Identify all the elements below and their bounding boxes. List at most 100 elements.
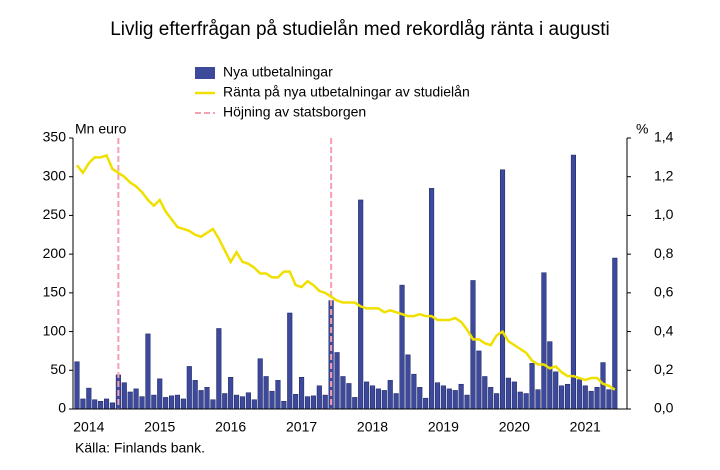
bar [364, 381, 370, 410]
bar [263, 376, 269, 410]
bar [293, 394, 299, 410]
bar [239, 396, 246, 410]
bar [429, 188, 435, 410]
bar [594, 387, 600, 410]
bar [375, 388, 381, 410]
bar [304, 396, 311, 410]
bar [440, 385, 446, 410]
bar [369, 385, 376, 410]
bar [505, 377, 511, 410]
bar [322, 394, 328, 410]
bar [316, 385, 322, 410]
y2-tick-label: 1,2 [654, 167, 674, 183]
bar [127, 391, 133, 410]
source: Källa: Finlands bank. [75, 440, 205, 456]
bar [529, 363, 535, 410]
bar [192, 380, 198, 410]
y2-tick-label: 0,0 [654, 400, 674, 416]
bar [169, 395, 175, 410]
bar [210, 399, 216, 410]
bar [281, 401, 287, 410]
bar [257, 358, 263, 410]
y2-tick-label: 0,6 [654, 284, 674, 300]
bar [405, 354, 411, 410]
bar [482, 376, 488, 410]
bar [588, 390, 594, 410]
bar [399, 284, 405, 410]
bar [163, 397, 169, 410]
bar [446, 388, 452, 410]
bar [340, 376, 346, 410]
legend-label: Nya utbetalningar [223, 64, 333, 80]
y-tick-label: 50 [50, 361, 66, 377]
bar [434, 382, 441, 410]
bar [228, 377, 234, 410]
bar [92, 399, 98, 410]
bar [174, 394, 181, 410]
y2-tick-label: 0,8 [654, 245, 674, 261]
line [76, 153, 616, 391]
bar [612, 257, 618, 410]
bar [352, 397, 358, 410]
bar [186, 366, 192, 410]
bar [570, 154, 576, 410]
bar [564, 383, 571, 410]
legend-label: Höjning av statsborgen [223, 104, 366, 120]
bar [145, 333, 151, 410]
bar [541, 272, 547, 410]
bar [139, 396, 145, 410]
bar [411, 373, 417, 410]
bar [151, 394, 157, 410]
y-tick-label: 100 [43, 322, 67, 338]
x-tick-label: 2019 [428, 419, 459, 435]
y-tick-label: 0 [58, 400, 66, 416]
y-tick-label: 300 [43, 167, 67, 183]
chart-title: Livlig efterfrågan på studielån med reko… [110, 19, 610, 40]
legend-label: Ränta på nya utbetalningar av studielån [223, 84, 470, 100]
bar [299, 377, 305, 410]
x-tick-label: 2021 [570, 419, 601, 435]
bar [198, 390, 204, 410]
bar [476, 350, 482, 410]
bar [470, 280, 476, 410]
bar [310, 395, 316, 410]
bar [517, 391, 523, 410]
bar [488, 387, 494, 410]
x-tick-label: 2020 [499, 419, 530, 435]
bar [275, 380, 281, 410]
legend-swatch [195, 67, 215, 79]
bar [387, 380, 393, 410]
bar [251, 399, 257, 410]
bar [204, 387, 210, 410]
bar [499, 169, 506, 410]
bar [523, 393, 529, 410]
bar [458, 383, 464, 410]
y-tick-label: 200 [43, 245, 67, 261]
y-tick-label: 150 [43, 284, 67, 300]
y2-tick-label: 0,2 [654, 361, 674, 377]
bar [553, 371, 559, 410]
bar [287, 312, 293, 410]
y-axis-label: Mn euro [75, 121, 127, 137]
bar [452, 390, 458, 410]
bar [245, 392, 251, 410]
bar [511, 381, 517, 410]
bar [535, 389, 541, 410]
x-tick-label: 2017 [286, 419, 317, 435]
bar [216, 328, 222, 410]
bar [464, 394, 470, 410]
bar [269, 390, 275, 410]
bar [80, 398, 86, 410]
bar [417, 387, 423, 410]
y2-tick-label: 1,0 [654, 206, 674, 222]
bar [547, 341, 553, 410]
y2-tick-label: 1,4 [654, 129, 674, 145]
y2-tick-label: 0,4 [654, 322, 674, 338]
bar [109, 402, 116, 410]
bar [576, 379, 582, 410]
bar [381, 390, 387, 410]
bar [346, 383, 352, 410]
bar [234, 394, 240, 410]
